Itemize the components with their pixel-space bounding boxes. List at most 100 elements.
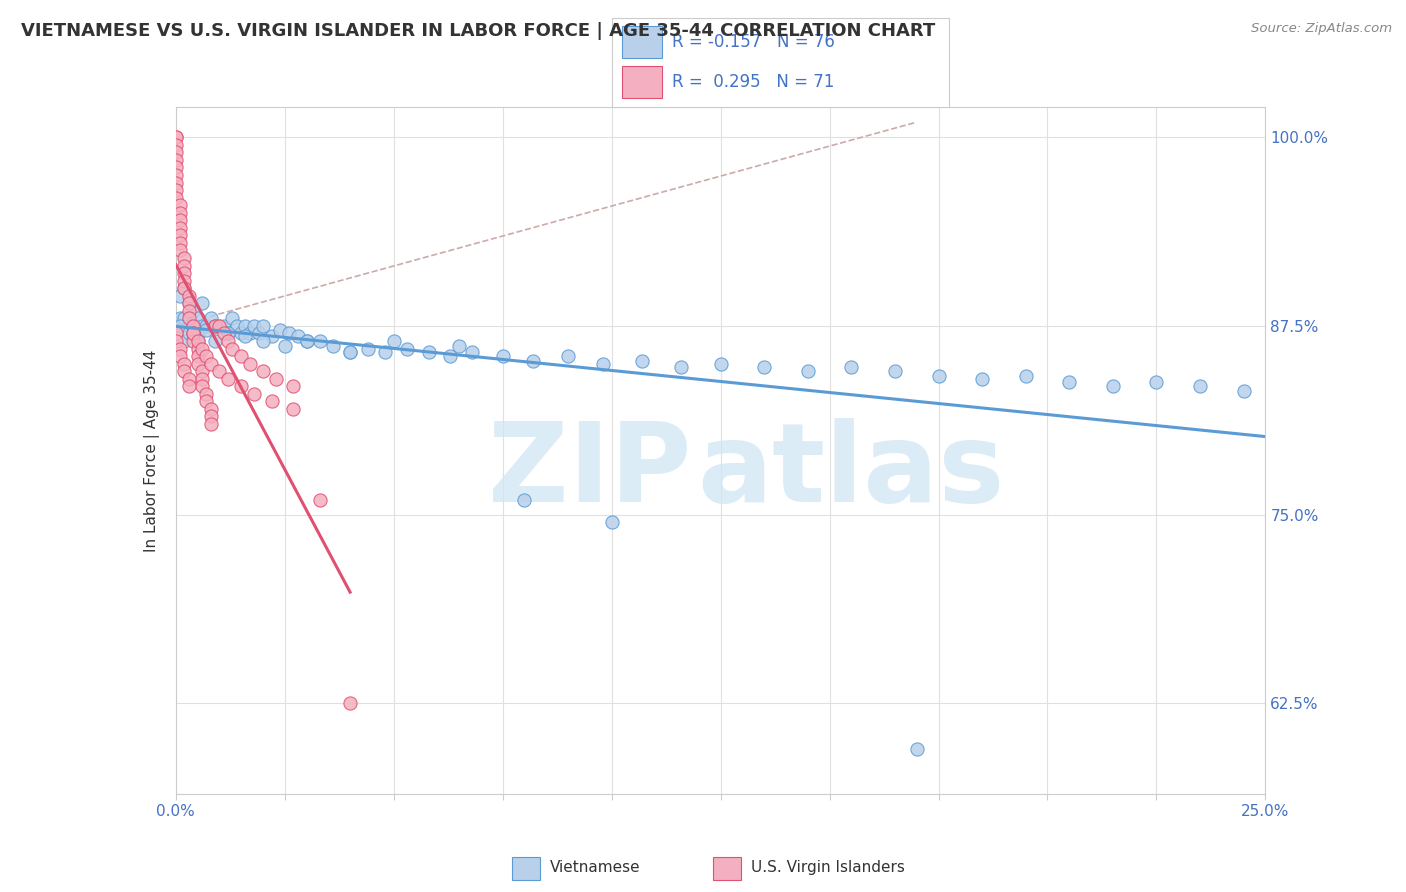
Point [195, 318, 218, 333]
Point [295, 334, 318, 348]
Point [165, 161, 187, 175]
Point [592, 357, 614, 371]
Point [492, 349, 515, 363]
Point [169, 342, 191, 356]
Point [522, 353, 544, 368]
Point [169, 213, 191, 227]
Point [243, 387, 266, 401]
Point [165, 334, 187, 348]
Point [181, 303, 204, 318]
Point [169, 205, 191, 219]
Point [269, 323, 291, 337]
Point [970, 372, 993, 386]
Point [195, 394, 218, 409]
Point [181, 326, 204, 341]
Point [239, 326, 262, 341]
Point [165, 191, 187, 205]
Point [181, 318, 204, 333]
Point [513, 492, 536, 507]
Point [754, 359, 776, 374]
Y-axis label: In Labor Force | Age 35-44: In Labor Force | Age 35-44 [143, 350, 160, 551]
Point [181, 318, 204, 333]
Point [173, 274, 195, 288]
Bar [621, 26, 662, 58]
Bar [621, 66, 662, 98]
Text: VIETNAMESE VS U.S. VIRGIN ISLANDER IN LABOR FORCE | AGE 35-44 CORRELATION CHART: VIETNAMESE VS U.S. VIRGIN ISLANDER IN LA… [21, 22, 935, 40]
Point [308, 492, 330, 507]
Point [169, 198, 191, 212]
Text: Vietnamese: Vietnamese [550, 860, 641, 875]
Point [173, 334, 195, 348]
Point [186, 334, 209, 348]
Point [195, 323, 218, 337]
Point [295, 334, 318, 348]
Point [169, 318, 191, 333]
Point [1189, 379, 1212, 393]
Point [217, 326, 239, 341]
Point [600, 515, 623, 529]
Point [1015, 368, 1038, 383]
Point [191, 379, 214, 393]
Point [418, 344, 440, 359]
Point [212, 318, 235, 333]
Point [177, 289, 200, 303]
Point [247, 326, 270, 341]
Point [204, 318, 226, 333]
Text: R = -0.157   N = 76: R = -0.157 N = 76 [672, 33, 835, 51]
Point [165, 153, 187, 167]
Point [169, 349, 191, 363]
Point [671, 359, 693, 374]
Point [631, 353, 654, 368]
Point [1102, 379, 1125, 393]
Point [169, 244, 191, 258]
Point [796, 364, 818, 378]
Point [356, 342, 378, 356]
Point [177, 296, 200, 310]
Point [173, 281, 195, 295]
Point [186, 334, 209, 348]
Bar [713, 857, 741, 880]
Point [186, 311, 209, 326]
Point [217, 372, 239, 386]
Point [283, 379, 305, 393]
Point [165, 130, 187, 145]
Point [173, 259, 195, 273]
Point [395, 342, 418, 356]
Point [339, 344, 361, 359]
Point [322, 338, 344, 352]
Point [165, 183, 187, 197]
Point [308, 334, 330, 348]
Point [200, 417, 222, 431]
Point [173, 364, 195, 378]
Point [217, 326, 239, 341]
Point [221, 311, 243, 326]
Text: atlas: atlas [697, 417, 1005, 524]
Point [181, 334, 204, 348]
Point [252, 318, 274, 333]
Point [905, 741, 928, 756]
Point [1232, 384, 1256, 398]
Text: R =  0.295   N = 71: R = 0.295 N = 71 [672, 73, 835, 91]
Point [208, 364, 231, 378]
Point [195, 349, 218, 363]
Point [382, 334, 405, 348]
Point [274, 338, 297, 352]
Point [169, 220, 191, 235]
Point [217, 334, 239, 348]
Point [287, 329, 309, 343]
Point [191, 372, 214, 386]
Point [173, 251, 195, 265]
Point [239, 357, 262, 371]
Point [252, 334, 274, 348]
Point [177, 303, 200, 318]
Point [221, 342, 243, 356]
Point [710, 357, 733, 371]
Point [208, 318, 231, 333]
Point [264, 372, 287, 386]
Point [339, 344, 361, 359]
Point [177, 318, 200, 333]
Point [165, 326, 187, 341]
Point [231, 379, 253, 393]
Point [243, 318, 266, 333]
Point [165, 176, 187, 190]
